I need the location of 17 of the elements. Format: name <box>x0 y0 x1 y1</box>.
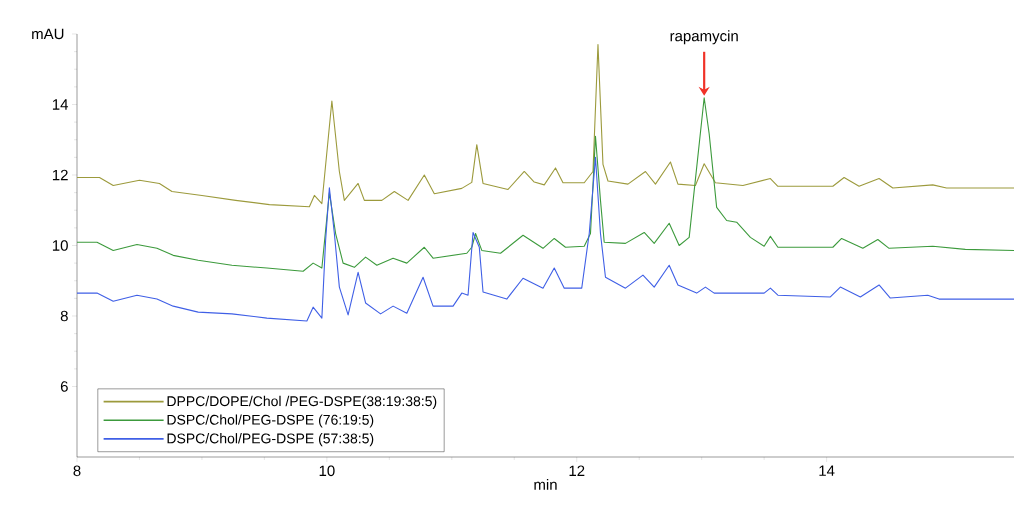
annotation: rapamycin <box>670 30 738 45</box>
line-series <box>76 156 1015 322</box>
x-tick-label: 12 <box>569 465 585 476</box>
line-series <box>76 44 1015 208</box>
y-tick-label: 6 <box>60 381 68 392</box>
legend-label: DPPC/DOPE/Chol /PEG-DSPE(38:19:38:5) <box>167 395 437 409</box>
y-tick-label: 12 <box>52 169 68 181</box>
x-tick-label: 14 <box>819 465 835 476</box>
legend-label: DSPC/Chol/PEG-DSPE (76:19:5) <box>167 414 374 428</box>
legend-label: DSPC/Chol/PEG-DSPE (57:38:5) <box>167 433 374 447</box>
x-tick-label: 8 <box>73 465 81 477</box>
x-tick-label: 10 <box>319 465 335 477</box>
y-tick-label: 8 <box>60 310 68 322</box>
y-axis-title: mAU <box>32 28 64 40</box>
y-tick-label: 10 <box>52 240 68 251</box>
y-tick-label: 14 <box>52 99 69 110</box>
x-axis-title: min <box>534 478 557 490</box>
